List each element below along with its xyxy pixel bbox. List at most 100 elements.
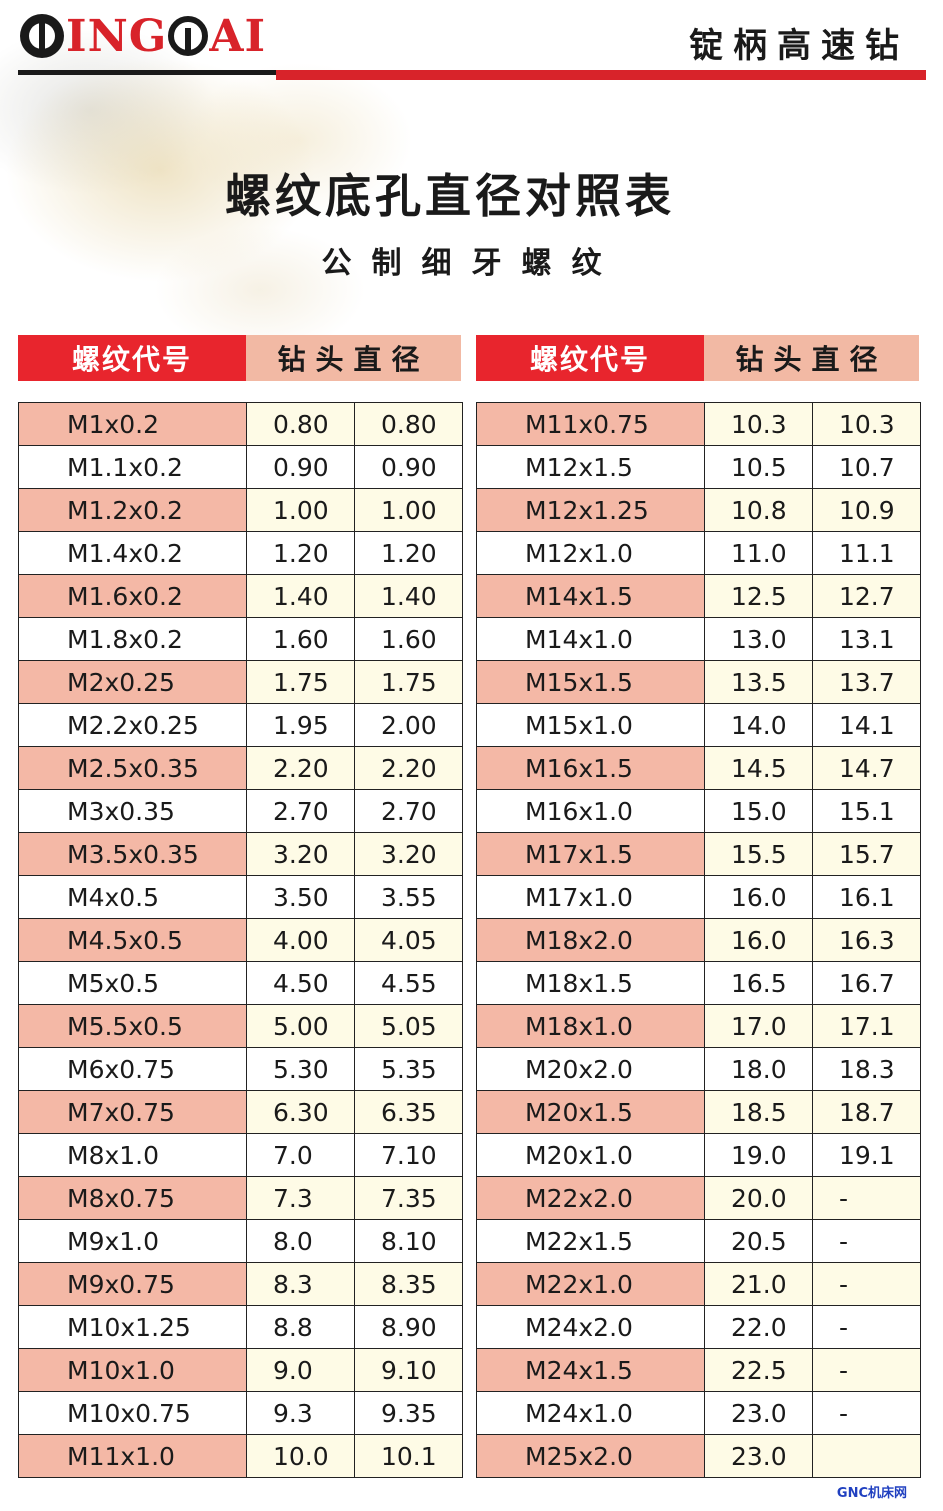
drill-diameter-cell: 11.0 [704,531,813,575]
drill-diameter-alt-cell: 18.7 [812,1090,921,1134]
drill-diameter-cell: 7.0 [246,1133,355,1177]
thread-code-cell: M15x1.0 [476,703,705,747]
right-table: M11x0.75 10.3 10.3 M12x1.5 10.5 10.7 M12x1.25 1… [476,402,921,1478]
drill-diameter-alt-cell: 9.10 [354,1348,463,1392]
drill-diameter-alt-cell: 16.3 [812,918,921,962]
thread-code-cell: M20x2.0 [476,1047,705,1091]
thread-code-cell: M18x1.5 [476,961,705,1005]
table-row: M16x1.0 15.0 15.1 [476,789,921,833]
drill-diameter-cell: 7.3 [246,1176,355,1220]
page-title: 螺纹底孔直径对照表 [225,169,675,223]
drill-diameter-alt-cell: 10.1 [354,1434,463,1478]
table-row: M10x1.25 8.8 8.90 [18,1305,463,1349]
thread-code-cell: M1.6x0.2 [18,574,247,618]
drill-diameter-alt-cell: 1.00 [354,488,463,532]
drill-diameter-cell: 18.5 [704,1090,813,1134]
thread-code-cell: M3.5x0.35 [18,832,247,876]
drill-diameter-alt-cell: 3.20 [354,832,463,876]
thread-code-cell: M18x2.0 [476,918,705,962]
drill-diameter-alt-cell: 19.1 [812,1133,921,1177]
thread-code-cell: M1.2x0.2 [18,488,247,532]
product-name: 锭柄高速钻 [689,26,909,66]
table-row: M24x2.0 22.0- [476,1305,921,1349]
drill-diameter-alt-cell: 10.9 [812,488,921,532]
drill-diameter-cell: 3.20 [246,832,355,876]
drill-diameter-cell: 22.5 [704,1348,813,1392]
table-row: M9x1.0 8.0 8.10 [18,1219,463,1263]
drill-diameter-alt-cell: 4.55 [354,961,463,1005]
header-rule-black [18,70,276,75]
thread-code-cell: M12x1.0 [476,531,705,575]
watermark: GNC机床网 [836,1486,907,1501]
table-row: M1.8x0.2 1.60 1.60 [18,617,463,661]
drill-diameter-cell: 1.95 [246,703,355,747]
logo-o-icon [168,16,209,56]
thread-code-cell: M10x0.75 [18,1391,247,1435]
table-row: M18x2.0 16.0 16.3 [476,918,921,962]
thread-code-cell: M5x0.5 [18,961,247,1005]
thread-code-cell: M14x1.5 [476,574,705,618]
thread-code-cell: M5.5x0.5 [18,1004,247,1048]
thread-code-cell: M9x0.75 [18,1262,247,1306]
drill-diameter-alt-cell: 10.3 [812,402,921,446]
drill-diameter-alt-cell: 5.05 [354,1004,463,1048]
thread-code-cell: M22x2.0 [476,1176,705,1220]
table-row: M2.2x0.25 1.95 2.00 [18,703,463,747]
drill-diameter-cell: 10.8 [704,488,813,532]
drill-diameter-cell: 8.0 [246,1219,355,1263]
drill-diameter-alt-cell: 11.1 [812,531,921,575]
table-row: M15x1.0 14.0 14.1 [476,703,921,747]
drill-diameter-alt-cell: 9.35 [354,1391,463,1435]
drill-diameter-alt-cell: 14.1 [812,703,921,747]
drill-diameter-alt-cell: 15.7 [812,832,921,876]
drill-diameter-cell: 6.30 [246,1090,355,1134]
table-row: M22x1.5 20.5- [476,1219,921,1263]
drill-diameter-cell: 14.5 [704,746,813,790]
table-row: M5.5x0.5 5.00 5.05 [18,1004,463,1048]
drill-diameter-cell: 9.0 [246,1348,355,1392]
table-row: M11x0.75 10.3 10.3 [476,402,921,446]
drill-diameter-cell: 19.0 [704,1133,813,1177]
left-header-thread-code: 螺纹代号 [18,335,246,381]
page-subtitle: 公制细牙螺纹 [321,246,622,281]
thread-code-cell: M22x1.5 [476,1219,705,1263]
right-table-header: 螺纹代号 钻头直径 [476,335,919,381]
header: ING AI 锭柄高速钻 [0,0,943,90]
drill-diameter-cell: 20.5 [704,1219,813,1263]
table-row: M9x0.75 8.3 8.35 [18,1262,463,1306]
drill-diameter-alt-cell: - [812,1305,921,1349]
drill-diameter-cell: 22.0 [704,1305,813,1349]
drill-diameter-cell: 17.0 [704,1004,813,1048]
drill-diameter-cell: 2.20 [246,746,355,790]
drill-diameter-cell: 2.70 [246,789,355,833]
thread-code-cell: M11x1.0 [18,1434,247,1478]
thread-code-cell: M17x1.0 [476,875,705,919]
thread-code-cell: M16x1.5 [476,746,705,790]
thread-code-cell: M7x0.75 [18,1090,247,1134]
drill-diameter-cell: 10.0 [246,1434,355,1478]
drill-diameter-cell: 16.0 [704,918,813,962]
drill-diameter-alt-cell: 16.7 [812,961,921,1005]
thread-code-cell: M15x1.5 [476,660,705,704]
drill-diameter-cell: 13.0 [704,617,813,661]
right-header-thread-code: 螺纹代号 [476,335,704,381]
thread-code-cell: M8x0.75 [18,1176,247,1220]
thread-code-cell: M3x0.35 [18,789,247,833]
background-decoration [0,0,943,360]
drill-diameter-alt-cell [812,1434,921,1478]
drill-diameter-alt-cell: 7.35 [354,1176,463,1220]
drill-diameter-cell: 8.3 [246,1262,355,1306]
drill-diameter-cell: 1.20 [246,531,355,575]
drill-diameter-cell: 20.0 [704,1176,813,1220]
drill-diameter-cell: 1.75 [246,660,355,704]
drill-diameter-cell: 23.0 [704,1391,813,1435]
thread-code-cell: M12x1.25 [476,488,705,532]
drill-diameter-cell: 4.50 [246,961,355,1005]
drill-diameter-cell: 4.00 [246,918,355,962]
drill-diameter-alt-cell: 1.40 [354,574,463,618]
drill-diameter-cell: 1.00 [246,488,355,532]
drill-diameter-cell: 16.5 [704,961,813,1005]
table-row: M1.1x0.2 0.90 0.90 [18,445,463,489]
table-row: M4.5x0.5 4.00 4.05 [18,918,463,962]
thread-code-cell: M6x0.75 [18,1047,247,1091]
